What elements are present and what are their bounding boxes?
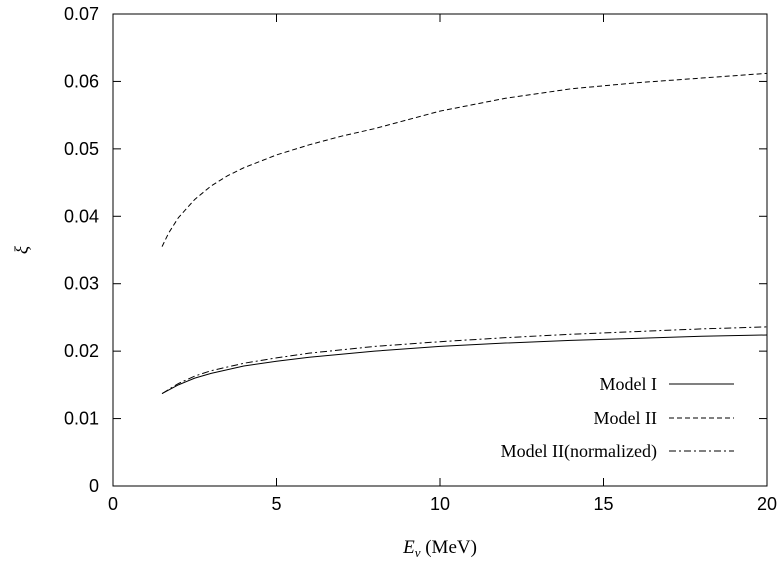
x-axis-label: Eν (MeV)	[402, 537, 477, 560]
y-tick-label: 0.05	[64, 139, 99, 159]
legend: Model I Model II Model II(normalized)	[501, 374, 734, 462]
series-line-model-ii-normalized	[161, 326, 768, 395]
legend-label: Model I	[600, 374, 658, 394]
y-tick-label: 0.04	[64, 206, 99, 226]
series-line-model-i	[161, 334, 768, 395]
legend-label: Model II(normalized)	[501, 441, 657, 462]
x-tick-label: 0	[108, 494, 118, 514]
plot-frame	[112, 13, 768, 487]
x-tick-label: 5	[271, 494, 281, 514]
legend-label: Model II	[594, 408, 657, 428]
y-tick-label: 0.03	[64, 274, 99, 294]
series-line-model-ii	[161, 72, 768, 247]
series-group	[161, 72, 768, 395]
y-axis-label: ξ	[12, 245, 33, 254]
x-tick-label: 10	[430, 494, 450, 514]
x-tick-label: 15	[593, 494, 613, 514]
x-tick-label: 20	[757, 494, 777, 514]
y-tick-label: 0.01	[64, 409, 99, 429]
y-tick-label: 0.02	[64, 341, 99, 361]
y-tick-label: 0.07	[64, 4, 99, 24]
axis-ticks: 0 5 10 15 20 0 0.01 0.02 0.03 0.04 0.05 0.06 0.07	[64, 4, 777, 514]
y-tick-label: 0.06	[64, 71, 99, 91]
y-tick-label: 0	[89, 476, 99, 496]
